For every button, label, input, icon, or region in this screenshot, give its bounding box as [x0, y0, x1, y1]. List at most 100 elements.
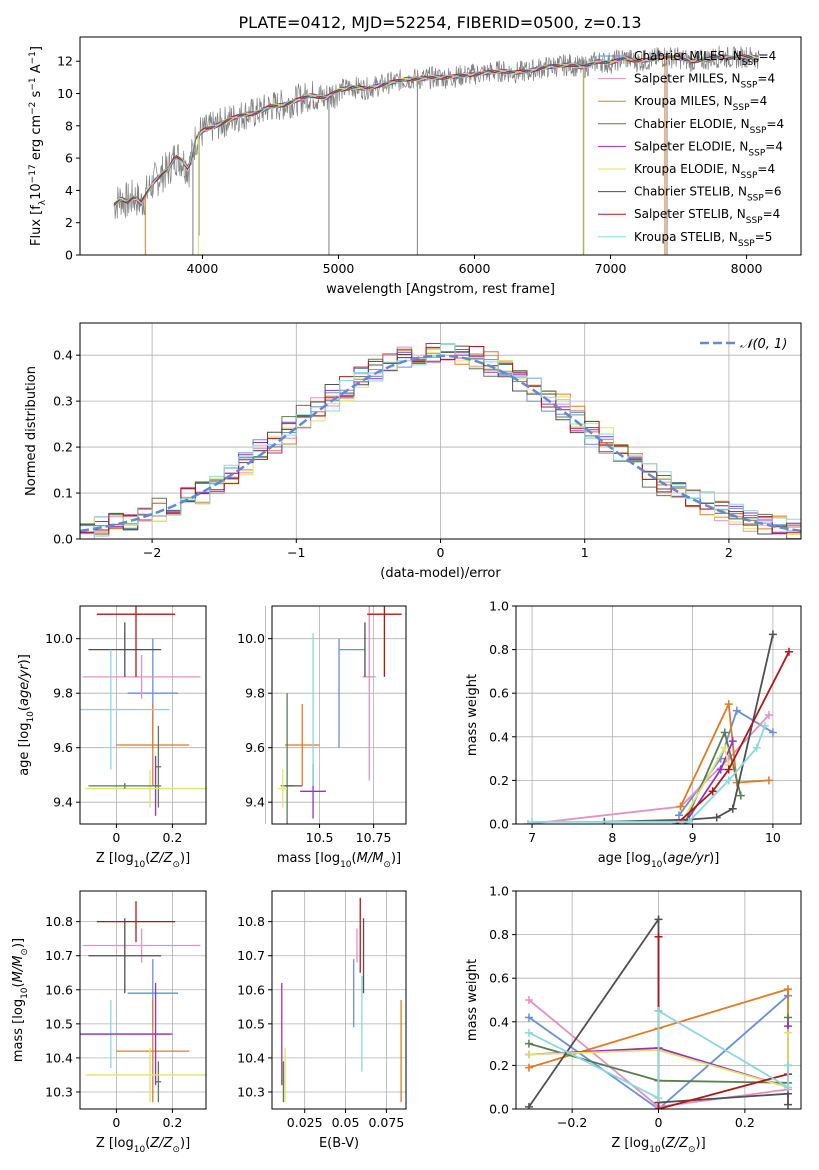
x-axis-label-part: ⊙	[172, 860, 180, 870]
y-tick-label: 10.4	[237, 1050, 265, 1065]
y-axis-label-part: (	[17, 706, 32, 711]
x-axis-label-part: )]	[180, 851, 190, 866]
y-tick-label: 10.0	[237, 631, 265, 646]
series-marker	[528, 817, 537, 824]
x-axis-label-part: M/M	[357, 851, 384, 866]
y-tick-label: 10.5	[45, 1016, 73, 1031]
y-tick-label: 10.5	[237, 1016, 265, 1031]
series-marker	[524, 1013, 533, 1022]
series-marker	[720, 743, 729, 752]
series-marker	[684, 817, 693, 824]
series-marker	[524, 1063, 533, 1072]
legend-label: Salpeter ELODIE, NSSP=4	[634, 139, 783, 158]
y-axis-label-part: (	[11, 982, 26, 987]
series-marker	[724, 700, 733, 709]
legend-sub: SSP	[742, 58, 759, 68]
plot-area-residuals	[80, 343, 801, 539]
x-tick-label: 8000	[731, 261, 763, 276]
legend-label: Kroupa ELODIE, NSSP=4	[634, 162, 775, 181]
y-tick-label: 10.6	[45, 982, 73, 997]
series-marker	[720, 728, 729, 737]
x-axis-label-part: )]	[709, 851, 719, 866]
model-line-chabrier-stelib	[113, 54, 759, 205]
x-axis-label-part: 10	[340, 860, 352, 870]
axes-residuals: −2 −1 0 1 2 0.0 0.1 0.2 0.3 0.4 𝒩(0, 1) (data-model…	[24, 322, 802, 581]
y-axis-label-part: )]	[17, 654, 32, 664]
series-marker	[784, 1100, 793, 1109]
series-marker	[768, 728, 777, 737]
y-tick-label: 0	[65, 248, 73, 263]
series-marker	[760, 721, 769, 730]
y-tick-label: 0.1	[53, 486, 73, 501]
axes-massweight-vs-Z: −0.2 0 0.2 0.0 0.2 0.4 0.6 0.8 1.0 Z [log10(Z/Z⊙)…	[465, 884, 802, 1155]
x-tick-label: 7000	[595, 261, 627, 276]
normal-curve	[80, 354, 801, 533]
y-axis-label-part: 10	[26, 711, 36, 723]
legend-model: Kroupa ELODIE, N	[634, 162, 741, 176]
y-axis-label-part: Normed distribution	[24, 366, 39, 496]
x-axis-label: Z [log10(Z/Z⊙)]	[96, 1136, 190, 1155]
y-axis-label-part: erg cm	[29, 115, 44, 164]
series-marker	[708, 787, 717, 796]
series-marker	[728, 737, 737, 746]
series-marker	[524, 1050, 533, 1059]
series-line-kroupa-elodie	[528, 1032, 789, 1089]
axes-spectrum: 4000 5000 6000 7000 8000 0 2 4 6 8 10 12 Chabrier MI…	[28, 36, 802, 297]
y-tick-label: 12	[57, 54, 73, 69]
y-tick-label: 10	[57, 86, 73, 101]
legend-count: =4	[750, 94, 768, 108]
axes-frame	[79, 605, 207, 825]
y-axis-label-part: age [log	[17, 723, 32, 776]
y-axis-label-part: −17	[28, 164, 38, 183]
y-axis-label: age [log10(age/yr)]	[17, 654, 36, 776]
series-marker	[724, 776, 733, 785]
plot-area-age-vs-Z	[80, 606, 206, 816]
x-axis-label-part: )]	[696, 1136, 706, 1151]
x-axis-label-part: ⊙	[172, 1145, 180, 1155]
series-marker	[764, 776, 773, 785]
y-tick-label: 10.4	[45, 1050, 73, 1065]
y-axis-label: mass weight	[465, 674, 480, 756]
series-marker	[716, 765, 725, 774]
x-tick-label: 10.5	[306, 830, 334, 845]
x-tick-label: 0	[112, 1115, 120, 1130]
legend-count: =4	[766, 117, 784, 131]
x-tick-label: 0.2	[162, 1115, 182, 1130]
legend-sub: SSP	[748, 148, 765, 158]
y-axis-label-part: M/M	[11, 956, 26, 983]
x-axis-label: mass [log10(M/M⊙)]	[277, 851, 401, 870]
y-axis-label-part: 10	[20, 987, 30, 999]
x-tick-label: 9	[689, 830, 697, 845]
axes-frame	[515, 605, 802, 825]
axes-frame	[79, 890, 207, 1110]
y-tick-label: 9.6	[53, 740, 73, 755]
y-tick-label: 1.0	[489, 884, 509, 899]
axes-mass-vs-Z: 0 0.210.310.410.510.610.710.8Z [log10(Z/Z…	[11, 890, 207, 1155]
y-tick-label: 0.8	[489, 642, 509, 657]
y-axis-label-part: Flux [f	[29, 205, 44, 246]
y-tick-label: 0.4	[489, 1014, 509, 1029]
x-axis-label-part: mass [log	[277, 851, 340, 866]
legend-sub: SSP	[750, 126, 767, 136]
x-tick-label: 1	[581, 545, 589, 560]
y-tick-label: 0.4	[53, 348, 73, 363]
x-axis-label: Z [log10(Z/Z⊙)]	[611, 1136, 705, 1155]
y-tick-label: 10.3	[45, 1084, 73, 1099]
y-axis-label-part: ]	[29, 46, 44, 51]
y-tick-label: 0.8	[489, 927, 509, 942]
x-axis-label-part: (	[662, 851, 667, 866]
x-axis-label-part: wavelength [Angstrom, rest frame]	[326, 282, 555, 297]
y-axis-label-part: age/yr	[17, 663, 32, 706]
x-tick-label: 7	[528, 830, 536, 845]
y-tick-label: 0.3	[53, 394, 73, 409]
x-axis-label-part: (	[145, 1136, 150, 1151]
y-tick-label: 10.7	[45, 948, 73, 963]
y-tick-label: 0.0	[489, 817, 509, 832]
axes-frame	[79, 36, 802, 256]
legend-count: =4	[759, 49, 777, 63]
x-axis-label-part: Z [log	[611, 1136, 649, 1151]
series-marker	[674, 811, 683, 820]
series-marker	[784, 1028, 793, 1037]
x-axis-label-part: age/yr	[667, 851, 710, 866]
